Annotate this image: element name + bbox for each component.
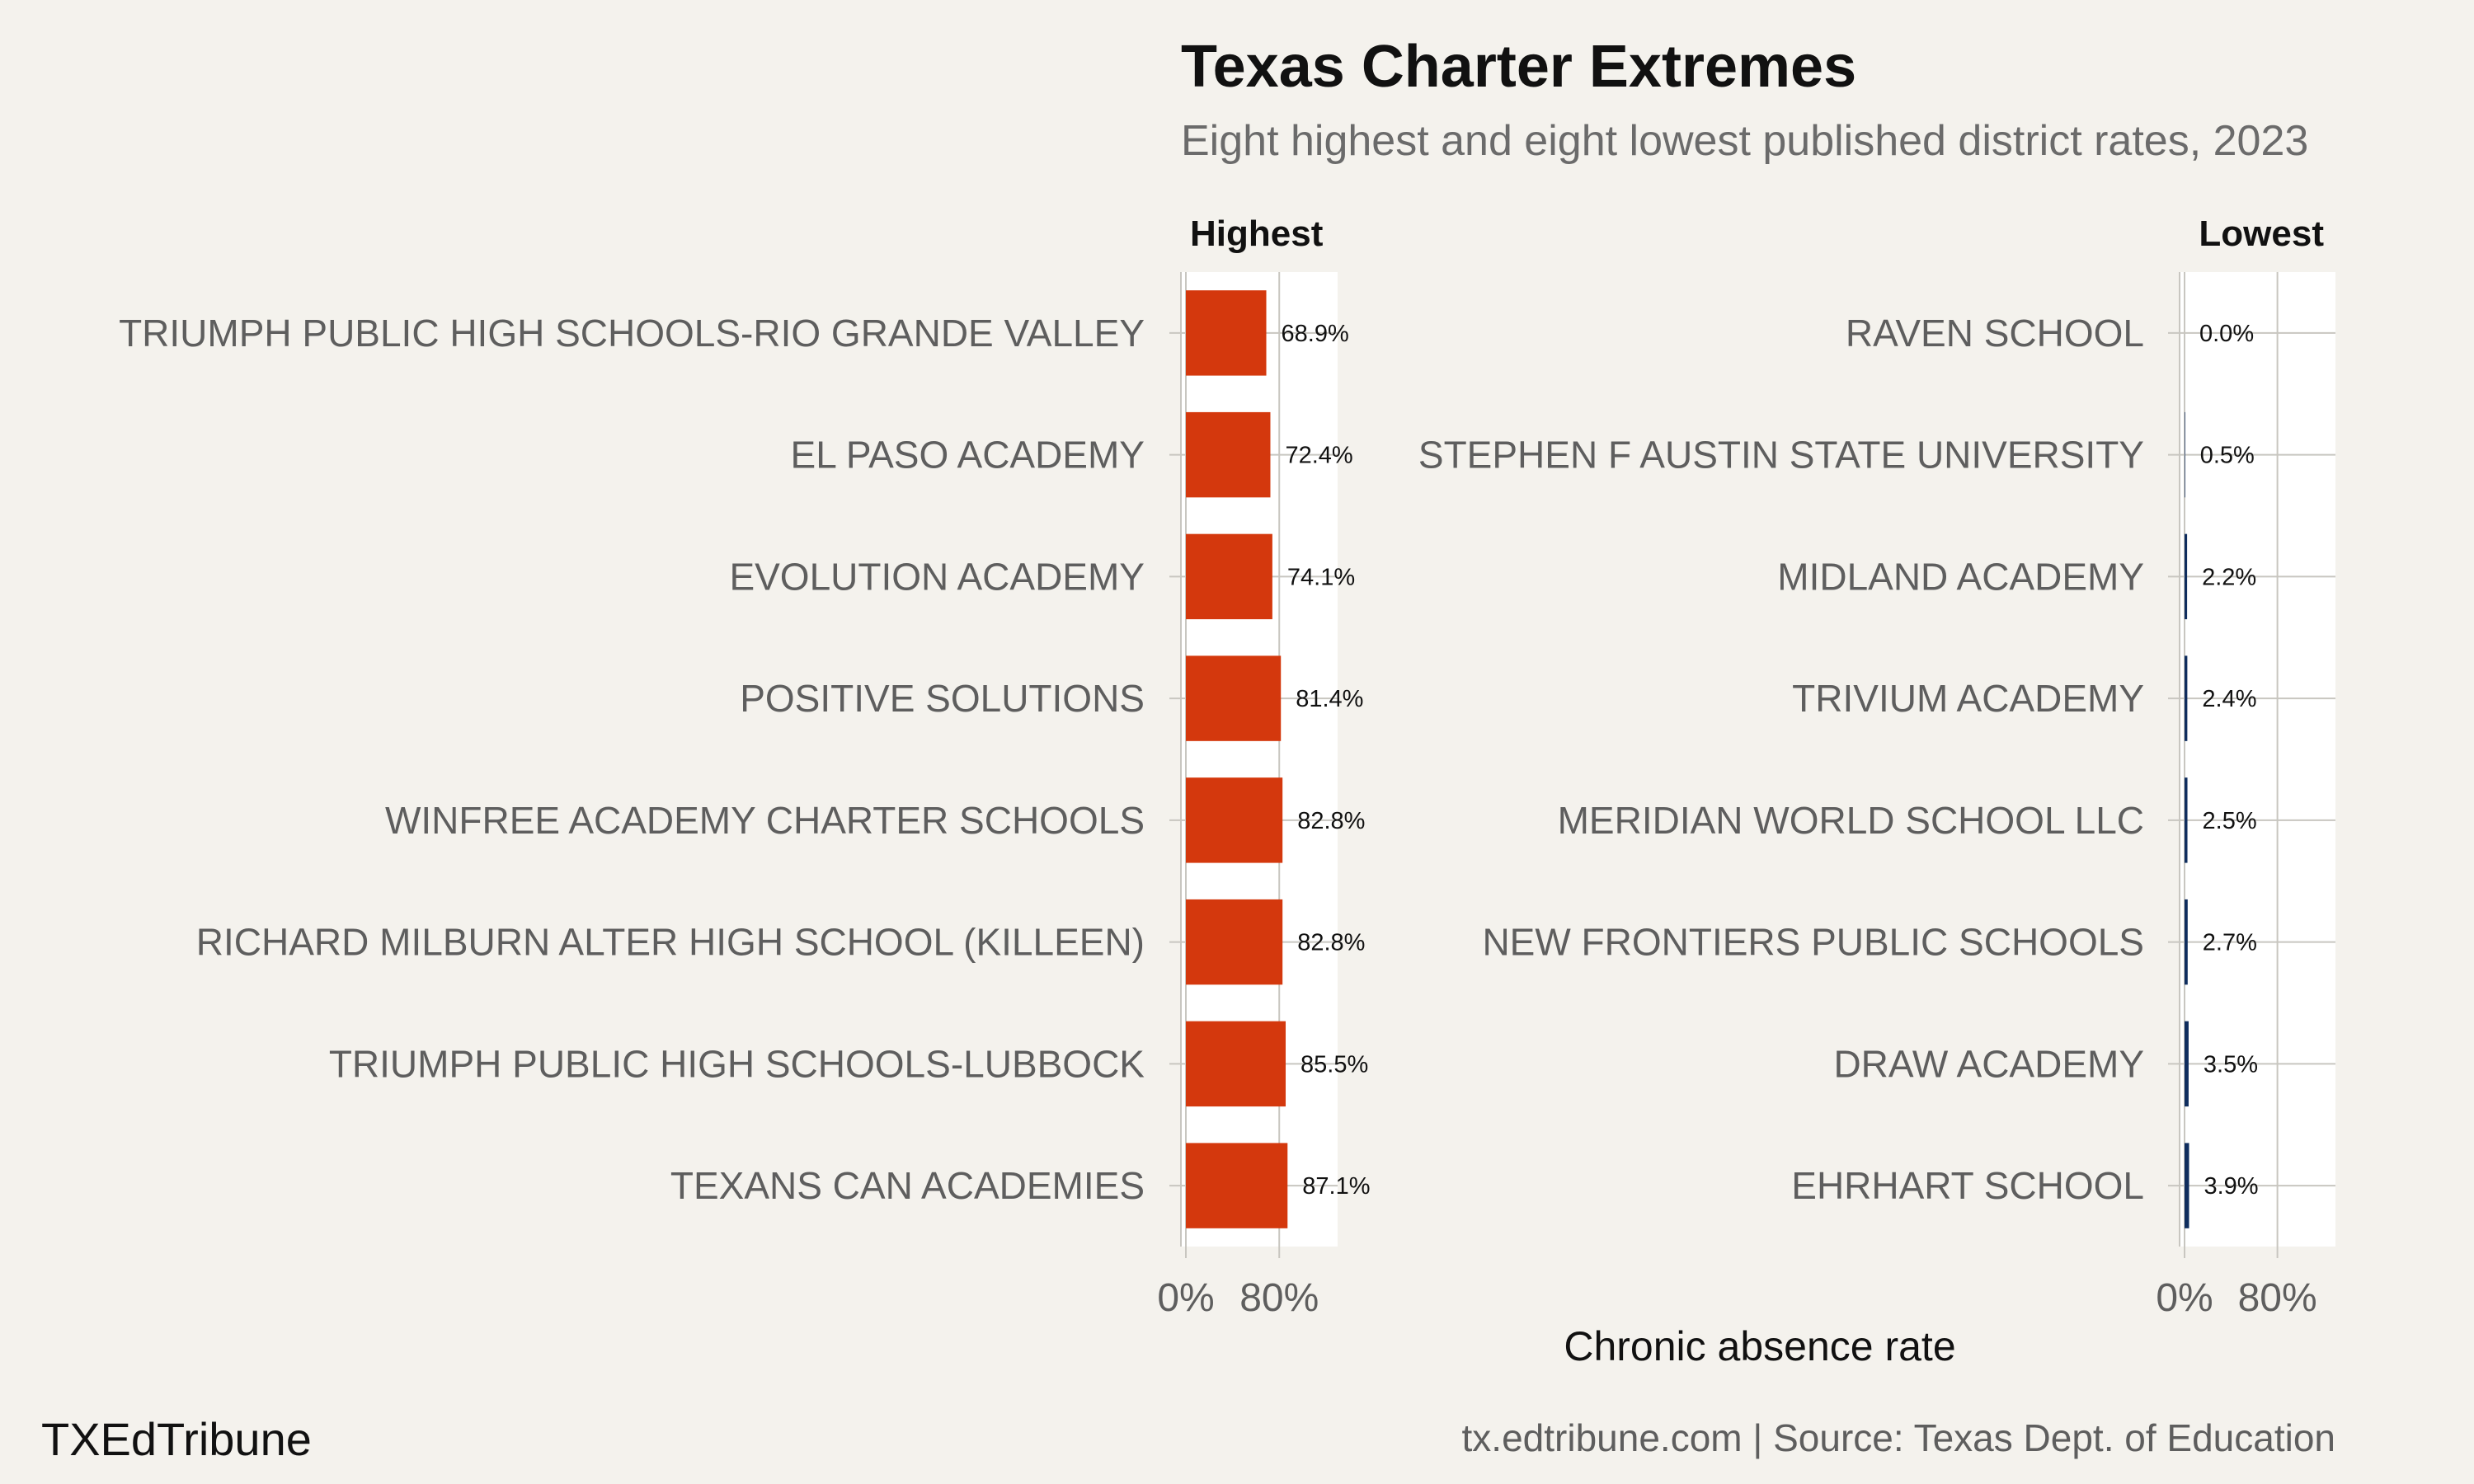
category-label: MIDLAND ACADEMY	[1777, 555, 2144, 598]
facet-label: Highest	[1190, 214, 1324, 254]
category-label: TRIUMPH PUBLIC HIGH SCHOOLS-RIO GRANDE V…	[119, 312, 1145, 355]
data-label: 81.4%	[1296, 686, 1363, 712]
bar	[2185, 899, 2188, 985]
category-label: WINFREE ACADEMY CHARTER SCHOOLS	[385, 799, 1145, 842]
bar	[1186, 1021, 1286, 1107]
category-label: EVOLUTION ACADEMY	[729, 555, 1145, 598]
bar	[1186, 899, 1283, 985]
data-label: 82.8%	[1297, 930, 1365, 956]
data-label: 3.5%	[2204, 1051, 2258, 1078]
category-label: RAVEN SCHOOL	[1846, 312, 2144, 355]
chart-title: Texas Charter Extremes	[1181, 34, 1856, 100]
category-label: TEXANS CAN ACADEMIES	[670, 1164, 1145, 1207]
category-label: EHRHART SCHOOL	[1791, 1164, 2144, 1207]
bar	[2185, 655, 2188, 741]
data-label: 2.5%	[2203, 808, 2257, 834]
x-tick-label: 0%	[1157, 1276, 1214, 1320]
data-label: 2.7%	[2203, 930, 2257, 956]
data-label: 82.8%	[1297, 808, 1365, 834]
bar	[2185, 533, 2188, 620]
bar	[1186, 411, 1271, 498]
data-label: 3.9%	[2204, 1173, 2258, 1200]
brand-label: TXEdTribune	[41, 1413, 312, 1465]
category-label: POSITIVE SOLUTIONS	[740, 677, 1145, 720]
category-label: TRIVIUM ACADEMY	[1792, 677, 2144, 720]
source-note: tx.edtribune.com | Source: Texas Dept. o…	[1462, 1416, 2335, 1459]
bar	[1186, 655, 1282, 741]
bar	[2185, 1021, 2189, 1107]
data-label: 2.2%	[2202, 564, 2256, 590]
bar	[1186, 1143, 1288, 1228]
panel-highest: Highest 0% 80% TRIUMPH PUBLIC HIGH SCHOOLS-…	[119, 214, 1370, 1320]
bar	[1186, 533, 1272, 620]
bar	[1186, 777, 1283, 863]
category-label: NEW FRONTIERS PUBLIC SCHOOLS	[1482, 921, 2144, 964]
chart-subtitle: Eight highest and eight lowest published…	[1181, 117, 2308, 165]
data-label: 87.1%	[1302, 1173, 1370, 1200]
data-label: 68.9%	[1282, 321, 1349, 347]
x-tick-label: 80%	[2238, 1276, 2317, 1320]
data-label: 0.0%	[2199, 321, 2254, 347]
bar	[2185, 777, 2188, 863]
category-label: RICHARD MILBURN ALTER HIGH SCHOOL (KILLE…	[196, 921, 1145, 964]
category-label: TRIUMPH PUBLIC HIGH SCHOOLS-LUBBOCK	[329, 1042, 1145, 1085]
data-label: 85.5%	[1300, 1051, 1368, 1078]
x-axis-label: Chronic absence rate	[1564, 1323, 1955, 1369]
panel-lowest: Lowest 0% 80% RAVEN SCHOOL 0.0% STEPHEN F AUS…	[1418, 214, 2335, 1320]
category-label: DRAW ACADEMY	[1833, 1042, 2144, 1085]
bar	[1186, 290, 1267, 376]
data-label: 74.1%	[1287, 564, 1355, 590]
category-label: EL PASO ACADEMY	[791, 434, 1145, 477]
data-label: 72.4%	[1285, 443, 1352, 469]
panel-background	[2180, 272, 2335, 1247]
data-label: 0.5%	[2200, 443, 2255, 469]
x-tick-label: 80%	[1239, 1276, 1319, 1320]
facet-label: Lowest	[2199, 214, 2324, 254]
category-label: MERIDIAN WORLD SCHOOL LLC	[1558, 799, 2144, 842]
data-label: 2.4%	[2202, 686, 2256, 712]
category-label: STEPHEN F AUSTIN STATE UNIVERSITY	[1418, 434, 2144, 477]
x-tick-label: 0%	[2156, 1276, 2213, 1320]
bar	[2185, 1143, 2189, 1228]
